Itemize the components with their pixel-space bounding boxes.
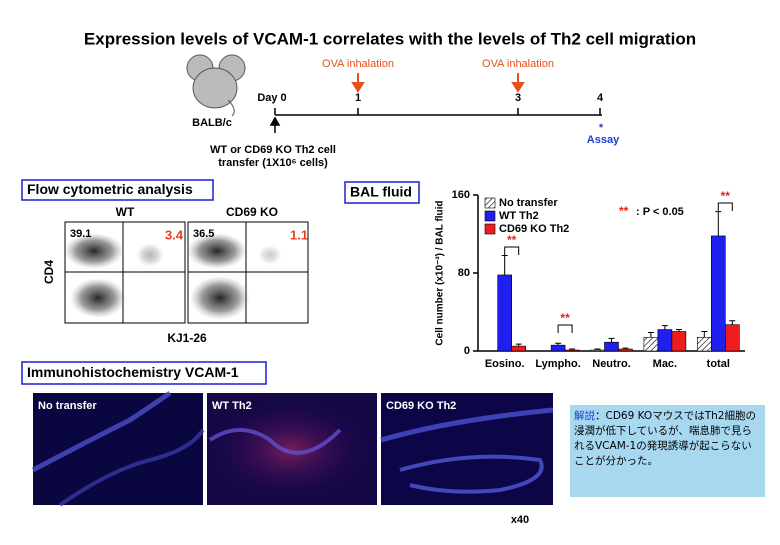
transfer-text: WT or CD69 KO Th2 cell xyxy=(210,144,336,156)
timeline xyxy=(269,108,602,133)
magnification: x40 xyxy=(511,514,529,526)
bar xyxy=(657,329,673,352)
significance-mark: ** xyxy=(619,204,629,218)
bar xyxy=(511,345,527,352)
bar xyxy=(497,274,513,352)
annotation: ** xyxy=(560,311,570,325)
note: 解説：CD69 KOマウスではTh2細胞の浸潤が低下しているが、喘息肺で見られる… xyxy=(570,405,765,497)
bar xyxy=(618,348,633,352)
error-bar xyxy=(701,331,708,338)
bar xyxy=(696,337,712,352)
heading-box xyxy=(344,181,420,204)
ihc-label: No transfer xyxy=(38,400,97,412)
x-tick-label: Lympho. xyxy=(535,358,580,370)
mouse-icon xyxy=(186,54,246,117)
annotation: ** xyxy=(507,233,517,247)
y-tick-label: 0 xyxy=(464,345,470,357)
significance-text: : P < 0.05 xyxy=(636,206,684,218)
legend-swatch xyxy=(484,223,496,235)
event-label: OVA inhalation xyxy=(482,58,554,70)
heading-box xyxy=(21,361,267,385)
bar xyxy=(724,324,740,352)
ihc-label: WT Th2 xyxy=(212,400,252,412)
flow-x-label: KJ1-26 xyxy=(167,331,207,345)
heading-box xyxy=(21,179,214,201)
error-bar xyxy=(729,320,736,325)
assay-mark: * xyxy=(599,122,604,134)
x-tick-label: Neutro. xyxy=(592,358,631,370)
error-bar xyxy=(515,343,522,347)
flow-y-label: CD4 xyxy=(42,260,56,284)
bar xyxy=(643,337,659,352)
strain: BALB/c xyxy=(192,117,232,129)
assay-label: Assay xyxy=(587,134,620,146)
bracket xyxy=(504,246,520,255)
error-bar xyxy=(569,348,576,351)
flow-plots xyxy=(64,221,309,324)
bar xyxy=(564,349,580,352)
x-tick-label: Mac. xyxy=(653,358,677,370)
x-tick-label: total xyxy=(707,358,730,370)
flow-value: 36.5 xyxy=(193,228,214,240)
error-bar xyxy=(608,337,615,343)
day-label: 4 xyxy=(597,92,604,104)
flow-label: CD69 KO xyxy=(226,205,278,219)
error-bar xyxy=(622,347,629,350)
error-bar xyxy=(647,331,654,338)
flow-value: 3.4 xyxy=(165,227,184,242)
bar xyxy=(671,331,687,352)
bracket xyxy=(557,324,573,333)
x-tick-label: Eosino. xyxy=(485,358,525,370)
error-bar xyxy=(501,254,508,275)
error-bar xyxy=(555,342,562,346)
legend-label: No transfer xyxy=(499,197,558,209)
heading: Immunohistochemistry VCAM-1 xyxy=(27,364,239,380)
error-bar xyxy=(715,211,722,236)
day-label: Day 0 xyxy=(257,92,286,104)
legend-label: CD69 KO Th2 xyxy=(499,223,569,235)
note-text: ：CD69 KOマウスではTh2細胞の浸潤が低下しているが、喘息肺で見られるVC… xyxy=(574,410,756,467)
note-label: 解説 xyxy=(574,410,595,422)
legend-swatch xyxy=(484,210,496,222)
flow-value: 39.1 xyxy=(70,228,91,240)
flow-value: 1.1 xyxy=(290,227,308,242)
heading: Flow cytometric analysis xyxy=(27,181,193,197)
bar xyxy=(604,341,619,352)
bar xyxy=(550,344,566,352)
y-tick-label: 80 xyxy=(458,267,470,279)
error-bar xyxy=(661,325,668,330)
day-label: 3 xyxy=(515,92,521,104)
title: Expression levels of VCAM-1 correlates w… xyxy=(84,29,696,48)
event-label: OVA inhalation xyxy=(322,58,394,70)
heading: BAL fluid xyxy=(350,184,412,200)
error-bar xyxy=(675,329,682,332)
annotation: ** xyxy=(721,189,731,203)
flow-label: WT xyxy=(116,205,135,219)
micrographs xyxy=(31,390,554,507)
error-bar xyxy=(594,348,601,351)
bar xyxy=(710,235,726,352)
ova-arrows xyxy=(351,73,525,93)
y-tick-label: 160 xyxy=(452,189,470,201)
ihc-label: CD69 KO Th2 xyxy=(386,400,456,412)
day-label: 1 xyxy=(355,92,361,104)
transfer-text: transfer (1X10⁶ cells) xyxy=(218,157,328,169)
bar xyxy=(590,349,605,352)
legend-label: WT Th2 xyxy=(499,210,539,222)
y-axis-label: Cell number (x10⁻³) / BAL fluid xyxy=(435,200,446,345)
legend-swatch xyxy=(484,197,496,209)
bracket xyxy=(717,202,733,211)
